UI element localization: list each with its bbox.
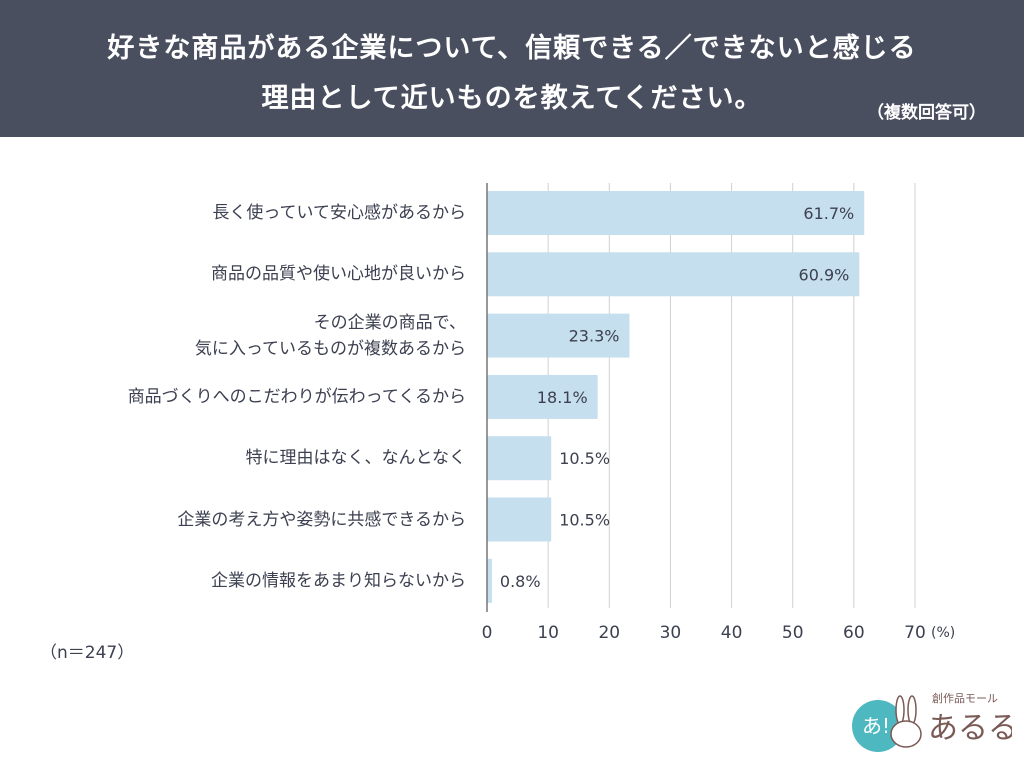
- bar: [487, 558, 492, 603]
- data-label: 10.5%: [559, 511, 610, 530]
- category-label: 商品の品質や使い心地が良いから: [211, 261, 466, 287]
- x-tick-label: 60: [843, 623, 865, 643]
- bar: [487, 436, 552, 481]
- x-tick-label: 40: [721, 623, 743, 643]
- x-tick-label: 30: [660, 623, 682, 643]
- aruru-logo: あ! 創作品モール あるる: [852, 691, 1012, 752]
- category-label-line: 気に入っているものが複数あるから: [194, 338, 466, 359]
- data-label: 10.5%: [559, 449, 610, 468]
- logo-name: あるる: [928, 711, 1012, 746]
- logo-subtitle: 創作品モール: [932, 691, 998, 705]
- x-tick-label: 0: [482, 623, 493, 643]
- x-tick-label: 20: [598, 623, 620, 643]
- sample-size: （n＝247）: [40, 643, 135, 663]
- multiple-answers-note: （複数回答可）: [867, 103, 986, 123]
- category-label: 特に理由はなく、なんとなく: [246, 445, 467, 471]
- category-label-line: 企業の情報をあまり知らないから: [211, 570, 466, 591]
- category-label-line: その企業の商品で、: [313, 312, 466, 333]
- bar: [487, 252, 860, 297]
- title-line-2: 理由として近いものを教えてください。: [261, 83, 763, 114]
- data-label: 18.1%: [537, 388, 588, 407]
- x-unit-label: (%): [931, 625, 955, 641]
- data-label: 0.8%: [500, 572, 541, 591]
- category-label: その企業の商品で、気に入っているものが複数あるから: [195, 310, 466, 362]
- category-label-line: 特に理由はなく、なんとなく: [245, 448, 467, 469]
- bar: [487, 374, 598, 419]
- category-label-line: 長く使っていて安心感があるから: [212, 203, 466, 223]
- bar: [487, 191, 865, 235]
- data-label: 60.9%: [799, 265, 850, 284]
- x-tick-label: 50: [782, 623, 804, 643]
- category-label-line: 商品づくりへのこだわりが伝わってくるから: [127, 386, 466, 407]
- header: 好きな商品がある企業について、信頼できる／できないと感じる 理由として近いものを…: [0, 0, 1024, 137]
- logo-mark: あ!: [862, 714, 890, 738]
- category-label: 企業の考え方や姿勢に共感できるから: [177, 507, 466, 533]
- bar: [487, 313, 630, 358]
- category-label-line: 商品の品質や使い心地が良いから: [211, 264, 466, 285]
- data-label: 23.3%: [569, 327, 620, 346]
- logo-circle-icon: [852, 700, 904, 752]
- title-line-1: 好きな商品がある企業について、信頼できる／できないと感じる: [107, 33, 917, 64]
- category-label: 企業の情報をあまり知らないから: [211, 568, 466, 594]
- bar: [487, 497, 552, 542]
- category-label-line: 企業の考え方や姿勢に共感できるから: [177, 509, 466, 530]
- x-tick-label: 10: [537, 623, 559, 643]
- data-label: 61.7%: [803, 204, 854, 223]
- x-tick-label: 70: [904, 623, 926, 643]
- category-label: 商品づくりへのこだわりが伝わってくるから: [128, 384, 466, 410]
- rabbit-icon: [890, 695, 922, 748]
- category-label: 長く使っていて安心感があるから: [212, 200, 466, 226]
